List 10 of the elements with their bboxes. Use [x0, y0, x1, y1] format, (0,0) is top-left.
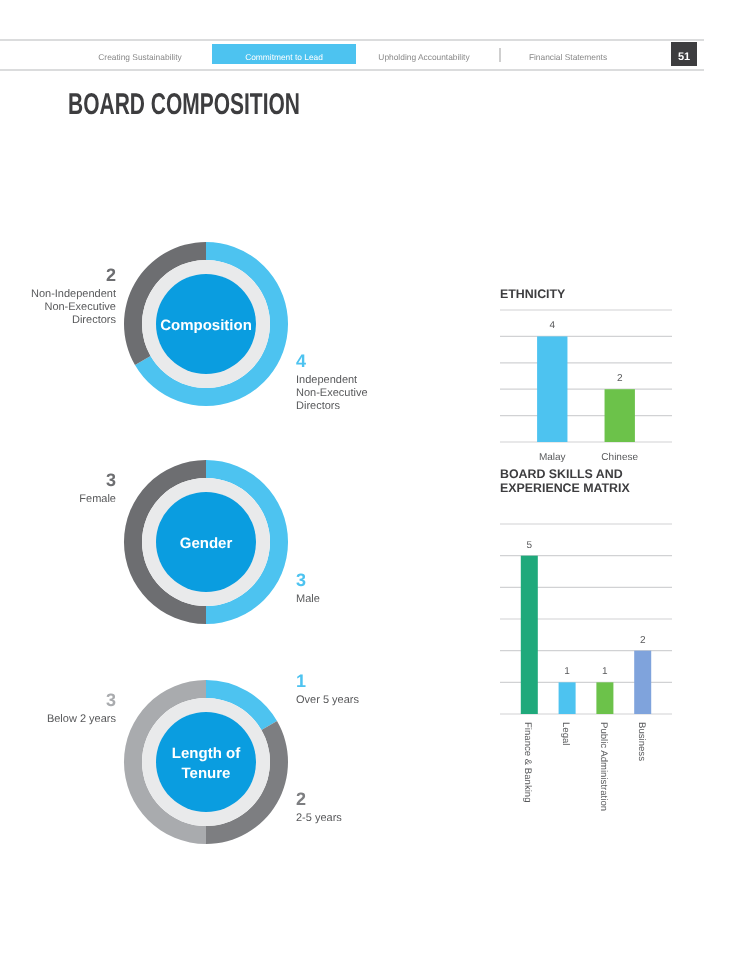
- data-label: 2: [105, 264, 116, 285]
- data-label: 4: [296, 351, 307, 372]
- data-label: 1: [296, 671, 307, 692]
- donut-slice: [134, 242, 288, 406]
- data-label: 3: [296, 570, 307, 590]
- data-label: 3: [105, 690, 116, 710]
- data-label: 3: [105, 470, 116, 490]
- text: BOARD COMPOSITION: [68, 88, 400, 122]
- donut-slice: [206, 680, 278, 730]
- data-label: 2: [296, 789, 307, 810]
